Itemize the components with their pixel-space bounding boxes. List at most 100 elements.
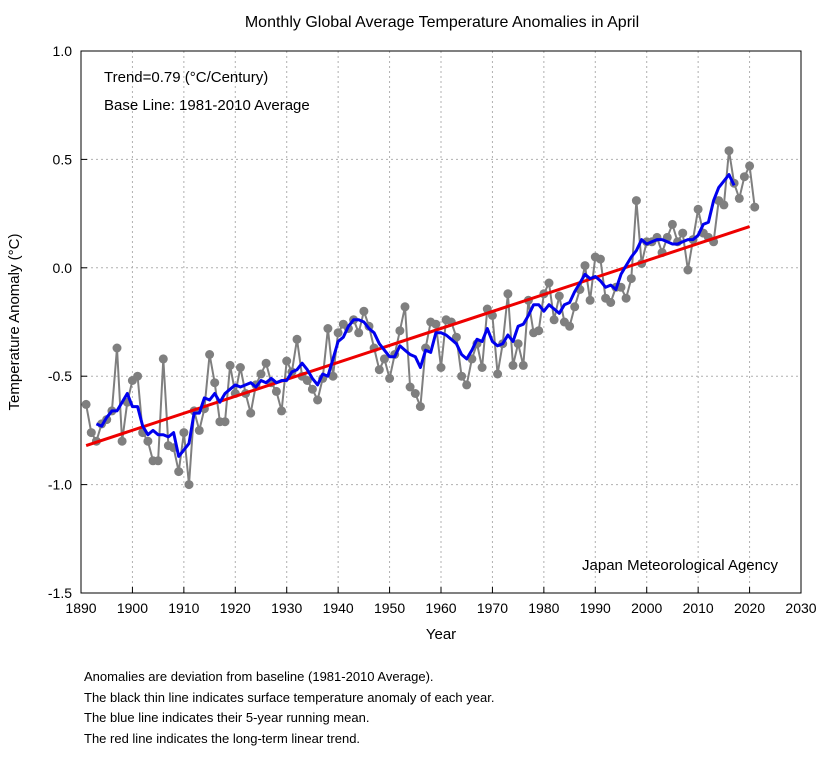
x-tick-label: 1900 xyxy=(117,600,148,616)
annual-anomaly-point xyxy=(585,295,595,305)
y-axis-ticks: 1.0 0.5 0.0 -0.5 -1.0 -1.5 xyxy=(48,43,87,601)
annual-anomaly-point xyxy=(508,360,518,370)
annual-anomaly-point xyxy=(436,363,446,372)
annual-anomaly-point xyxy=(112,343,122,353)
annual-anomaly-point xyxy=(385,373,395,383)
annual-anomaly-point xyxy=(513,339,523,349)
annual-anomaly-point xyxy=(359,306,369,316)
annual-anomaly-point xyxy=(174,467,184,477)
annual-anomaly-point xyxy=(143,436,153,446)
annual-anomaly-point xyxy=(225,360,235,370)
annual-anomaly-point xyxy=(734,193,744,203)
annual-anomaly-point xyxy=(493,369,503,379)
annual-anomaly-point xyxy=(210,378,220,388)
annual-anomaly-point xyxy=(220,417,230,427)
x-tick-label: 1920 xyxy=(220,600,251,616)
annual-anomaly-point xyxy=(205,350,215,359)
annual-anomaly-point xyxy=(184,480,194,490)
y-tick-label: 1.0 xyxy=(53,43,73,59)
chart-notes: Anomalies are deviation from baseline (1… xyxy=(84,667,494,750)
annual-anomaly-point xyxy=(256,369,266,379)
x-tick-label: 1990 xyxy=(580,600,611,616)
annual-anomaly-point xyxy=(739,172,749,182)
trend-annotation: Trend=0.79 (°C/Century) xyxy=(104,69,268,86)
annual-anomaly-point xyxy=(194,425,204,435)
x-tick-label: 1960 xyxy=(425,600,456,616)
annual-anomaly-point xyxy=(554,291,564,301)
x-axis-ticks: 1890 1900 1910 1920 1930 1940 1950 1960 1970 1980… xyxy=(65,587,817,616)
annual-anomaly-point xyxy=(81,399,91,409)
annual-anomaly-point xyxy=(313,395,323,405)
chart-title: Monthly Global Average Temperature Anoma… xyxy=(245,14,639,31)
x-tick-label: 2030 xyxy=(785,600,816,616)
annual-anomaly-point xyxy=(333,328,343,338)
series-layer xyxy=(81,146,760,490)
x-tick-label: 1950 xyxy=(374,600,405,616)
annual-anomaly-point xyxy=(667,219,677,229)
annual-anomaly-point xyxy=(410,389,420,398)
annual-anomaly-point xyxy=(431,319,441,329)
annual-anomaly-point xyxy=(277,406,287,416)
annual-anomaly-point xyxy=(379,354,389,364)
annual-anomaly-point xyxy=(621,293,631,303)
note-running-mean: The blue line indicates their 5-year run… xyxy=(84,710,370,726)
annual-anomaly-point xyxy=(693,204,703,214)
annual-anomaly-point xyxy=(745,161,755,171)
running-mean-line xyxy=(95,173,736,458)
annual-anomaly-point xyxy=(606,298,616,307)
x-tick-label: 1910 xyxy=(168,600,199,616)
y-tick-label: 0.5 xyxy=(53,151,73,167)
note-trend-line: The red line indicates the long-term lin… xyxy=(84,731,361,747)
y-tick-label: 0.0 xyxy=(53,260,73,276)
annual-anomaly-point xyxy=(462,380,472,390)
x-tick-label: 1890 xyxy=(65,600,96,616)
x-tick-label: 1940 xyxy=(323,600,354,616)
annual-anomaly-point xyxy=(565,321,575,331)
x-tick-label: 1930 xyxy=(271,600,302,616)
x-tick-label: 2020 xyxy=(734,600,765,616)
annual-anomaly-point xyxy=(179,428,189,438)
annual-anomaly-point xyxy=(549,315,559,325)
annual-anomaly-point xyxy=(451,332,461,342)
annual-anomaly-point xyxy=(415,402,425,412)
annual-anomaly-point xyxy=(282,356,292,366)
baseline-annotation: Base Line: 1981-2010 Average xyxy=(104,97,310,114)
annual-anomaly-point xyxy=(518,360,528,370)
annual-anomaly-point xyxy=(302,376,312,385)
y-axis-label: Temperature Anomaly (°C) xyxy=(6,234,23,411)
grid-lines xyxy=(81,51,801,593)
annual-anomaly-point xyxy=(595,254,605,264)
y-tick-label: -1.0 xyxy=(48,477,72,493)
annual-anomaly-point xyxy=(86,428,96,438)
annual-anomaly-point xyxy=(683,265,693,275)
annual-anomaly-point xyxy=(570,302,580,312)
annual-anomaly-point xyxy=(153,456,163,466)
annual-anomaly-point xyxy=(261,358,271,368)
annual-anomaly-point xyxy=(117,436,127,446)
annual-anomaly-point xyxy=(544,278,554,288)
x-tick-label: 2010 xyxy=(683,600,714,616)
y-tick-label: -0.5 xyxy=(48,368,72,384)
annual-anomaly-point xyxy=(292,334,302,344)
x-tick-label: 1970 xyxy=(477,600,508,616)
annual-anomaly-point xyxy=(400,302,410,312)
annual-anomaly-point xyxy=(626,274,636,284)
x-tick-label: 1980 xyxy=(528,600,559,616)
source-annotation: Japan Meteorological Agency xyxy=(582,557,778,574)
annual-anomaly-point xyxy=(323,324,333,333)
annual-anomaly-point xyxy=(750,202,760,212)
annual-anomaly-point xyxy=(724,146,734,156)
annual-anomaly-point xyxy=(631,196,641,206)
annual-anomaly-point xyxy=(580,261,590,271)
x-tick-label: 2000 xyxy=(631,600,662,616)
note-annual-line: The black thin line indicates surface te… xyxy=(84,689,495,705)
annual-anomaly-point xyxy=(503,289,513,299)
annual-anomaly-point xyxy=(395,326,405,336)
annual-anomaly-point xyxy=(534,326,544,336)
annual-anomaly-point xyxy=(477,363,487,372)
annual-anomaly-point xyxy=(246,408,256,418)
annual-anomaly-point xyxy=(158,354,168,364)
note-baseline: Anomalies are deviation from baseline (1… xyxy=(84,669,434,684)
annual-anomaly-point xyxy=(307,384,317,394)
annual-anomaly-point xyxy=(328,371,338,381)
